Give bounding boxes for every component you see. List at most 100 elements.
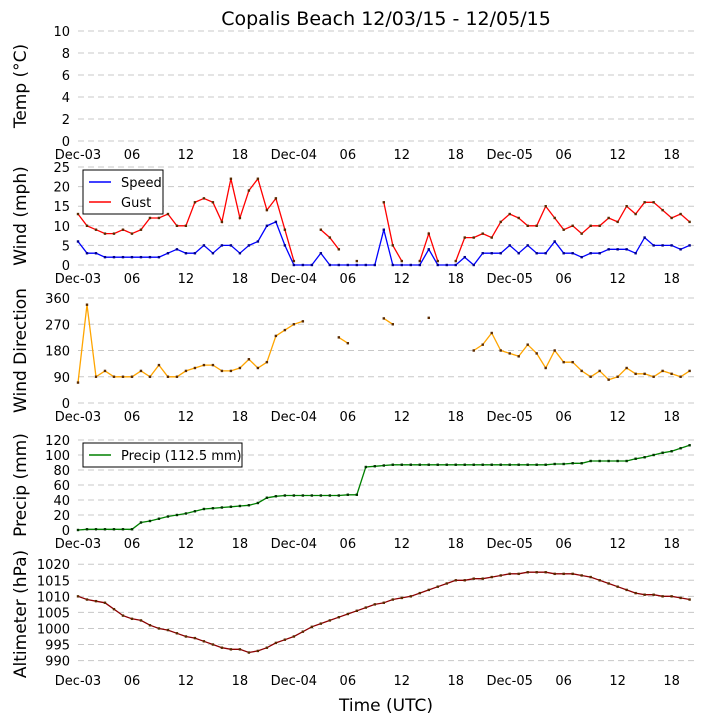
data-point [634,252,637,255]
data-point [364,263,368,267]
data-point [643,456,646,459]
data-point [571,252,574,255]
x-tick-label: 06 [124,410,141,425]
x-tick-label: 12 [394,148,411,163]
data-point [112,375,116,378]
series-line [419,231,439,262]
data-point [490,252,493,255]
data-point [625,588,628,592]
legend-label: Gust [121,196,151,211]
x-tick-label: 06 [124,537,141,552]
data-point [337,494,341,497]
data-point [418,259,421,263]
data-point [634,457,637,460]
legend-label: Precip (112.5 mm) [121,449,242,464]
data-point [94,528,98,531]
data-point [562,572,565,576]
data-point [553,240,556,243]
x-tick-label: 12 [178,148,195,163]
data-point [409,263,412,267]
data-point [166,252,170,255]
data-point [652,375,655,378]
data-point [301,263,305,267]
y-tick-label: 2 [62,113,70,128]
data-point [229,648,233,651]
data-point [436,463,439,466]
data-point [400,596,403,600]
y-tick-label: 270 [45,318,70,333]
x-tick-label: 12 [178,410,195,425]
y-tick-label: 90 [53,371,70,386]
data-point [427,232,430,235]
data-point [508,212,511,216]
data-point [670,450,673,453]
data-point [517,216,520,220]
data-point [679,248,682,251]
data-point [472,349,475,352]
data-point [103,369,107,373]
data-point [400,263,403,267]
y-axis-label: Temp (°C) [11,44,31,129]
data-point [355,609,359,612]
data-point [544,366,547,370]
x-tick-label: 06 [555,410,572,425]
data-point [652,453,655,457]
data-point [94,252,98,255]
data-point [679,596,682,600]
data-point [490,331,493,335]
data-point [544,205,547,208]
data-point [283,638,287,641]
y-tick-label: 8 [62,47,70,62]
data-point [211,252,215,255]
x-tick-label: Dec-03 [55,674,101,689]
y-tick-label: 80 [53,464,70,479]
y-tick-label: 10 [53,220,70,235]
data-point [652,593,655,596]
data-point [634,212,637,216]
data-point [265,360,269,364]
data-point [166,212,170,216]
y-tick-label: 990 [45,655,70,670]
data-point [382,201,386,204]
data-point [184,512,188,515]
y-tick-label: 180 [45,345,70,360]
data-point [463,463,466,466]
data-point [211,643,215,646]
y-tick-label: 360 [45,292,70,307]
data-point [535,463,538,466]
data-point [76,528,80,532]
data-point [508,352,511,355]
data-point [328,236,332,239]
data-point [607,582,610,585]
data-point [643,201,646,204]
data-point [670,244,673,247]
data-point [184,252,188,255]
data-point [472,463,475,466]
data-point [130,375,134,378]
data-point [535,224,538,227]
data-point [283,228,287,231]
x-tick-label: 18 [447,537,464,552]
data-point [481,232,484,235]
y-axis-label: Wind (mph) [11,166,31,266]
data-point [157,255,161,259]
data-point [427,316,430,320]
x-tick-label: 06 [340,272,357,287]
legend: Speed Gust [82,169,164,215]
data-point [310,494,314,497]
x-tick-label: Dec-05 [487,674,533,689]
series-precip [76,444,691,532]
data-point [481,252,484,255]
data-point [526,463,529,466]
x-tick-label: 12 [394,272,411,287]
x-tick-label: 18 [663,537,680,552]
y-tick-label: 15 [53,200,70,215]
data-point [571,572,574,576]
data-point [508,572,511,576]
data-point [157,363,161,367]
data-point [643,372,646,376]
data-point [265,496,269,499]
data-point [589,459,592,463]
data-point [400,463,403,466]
